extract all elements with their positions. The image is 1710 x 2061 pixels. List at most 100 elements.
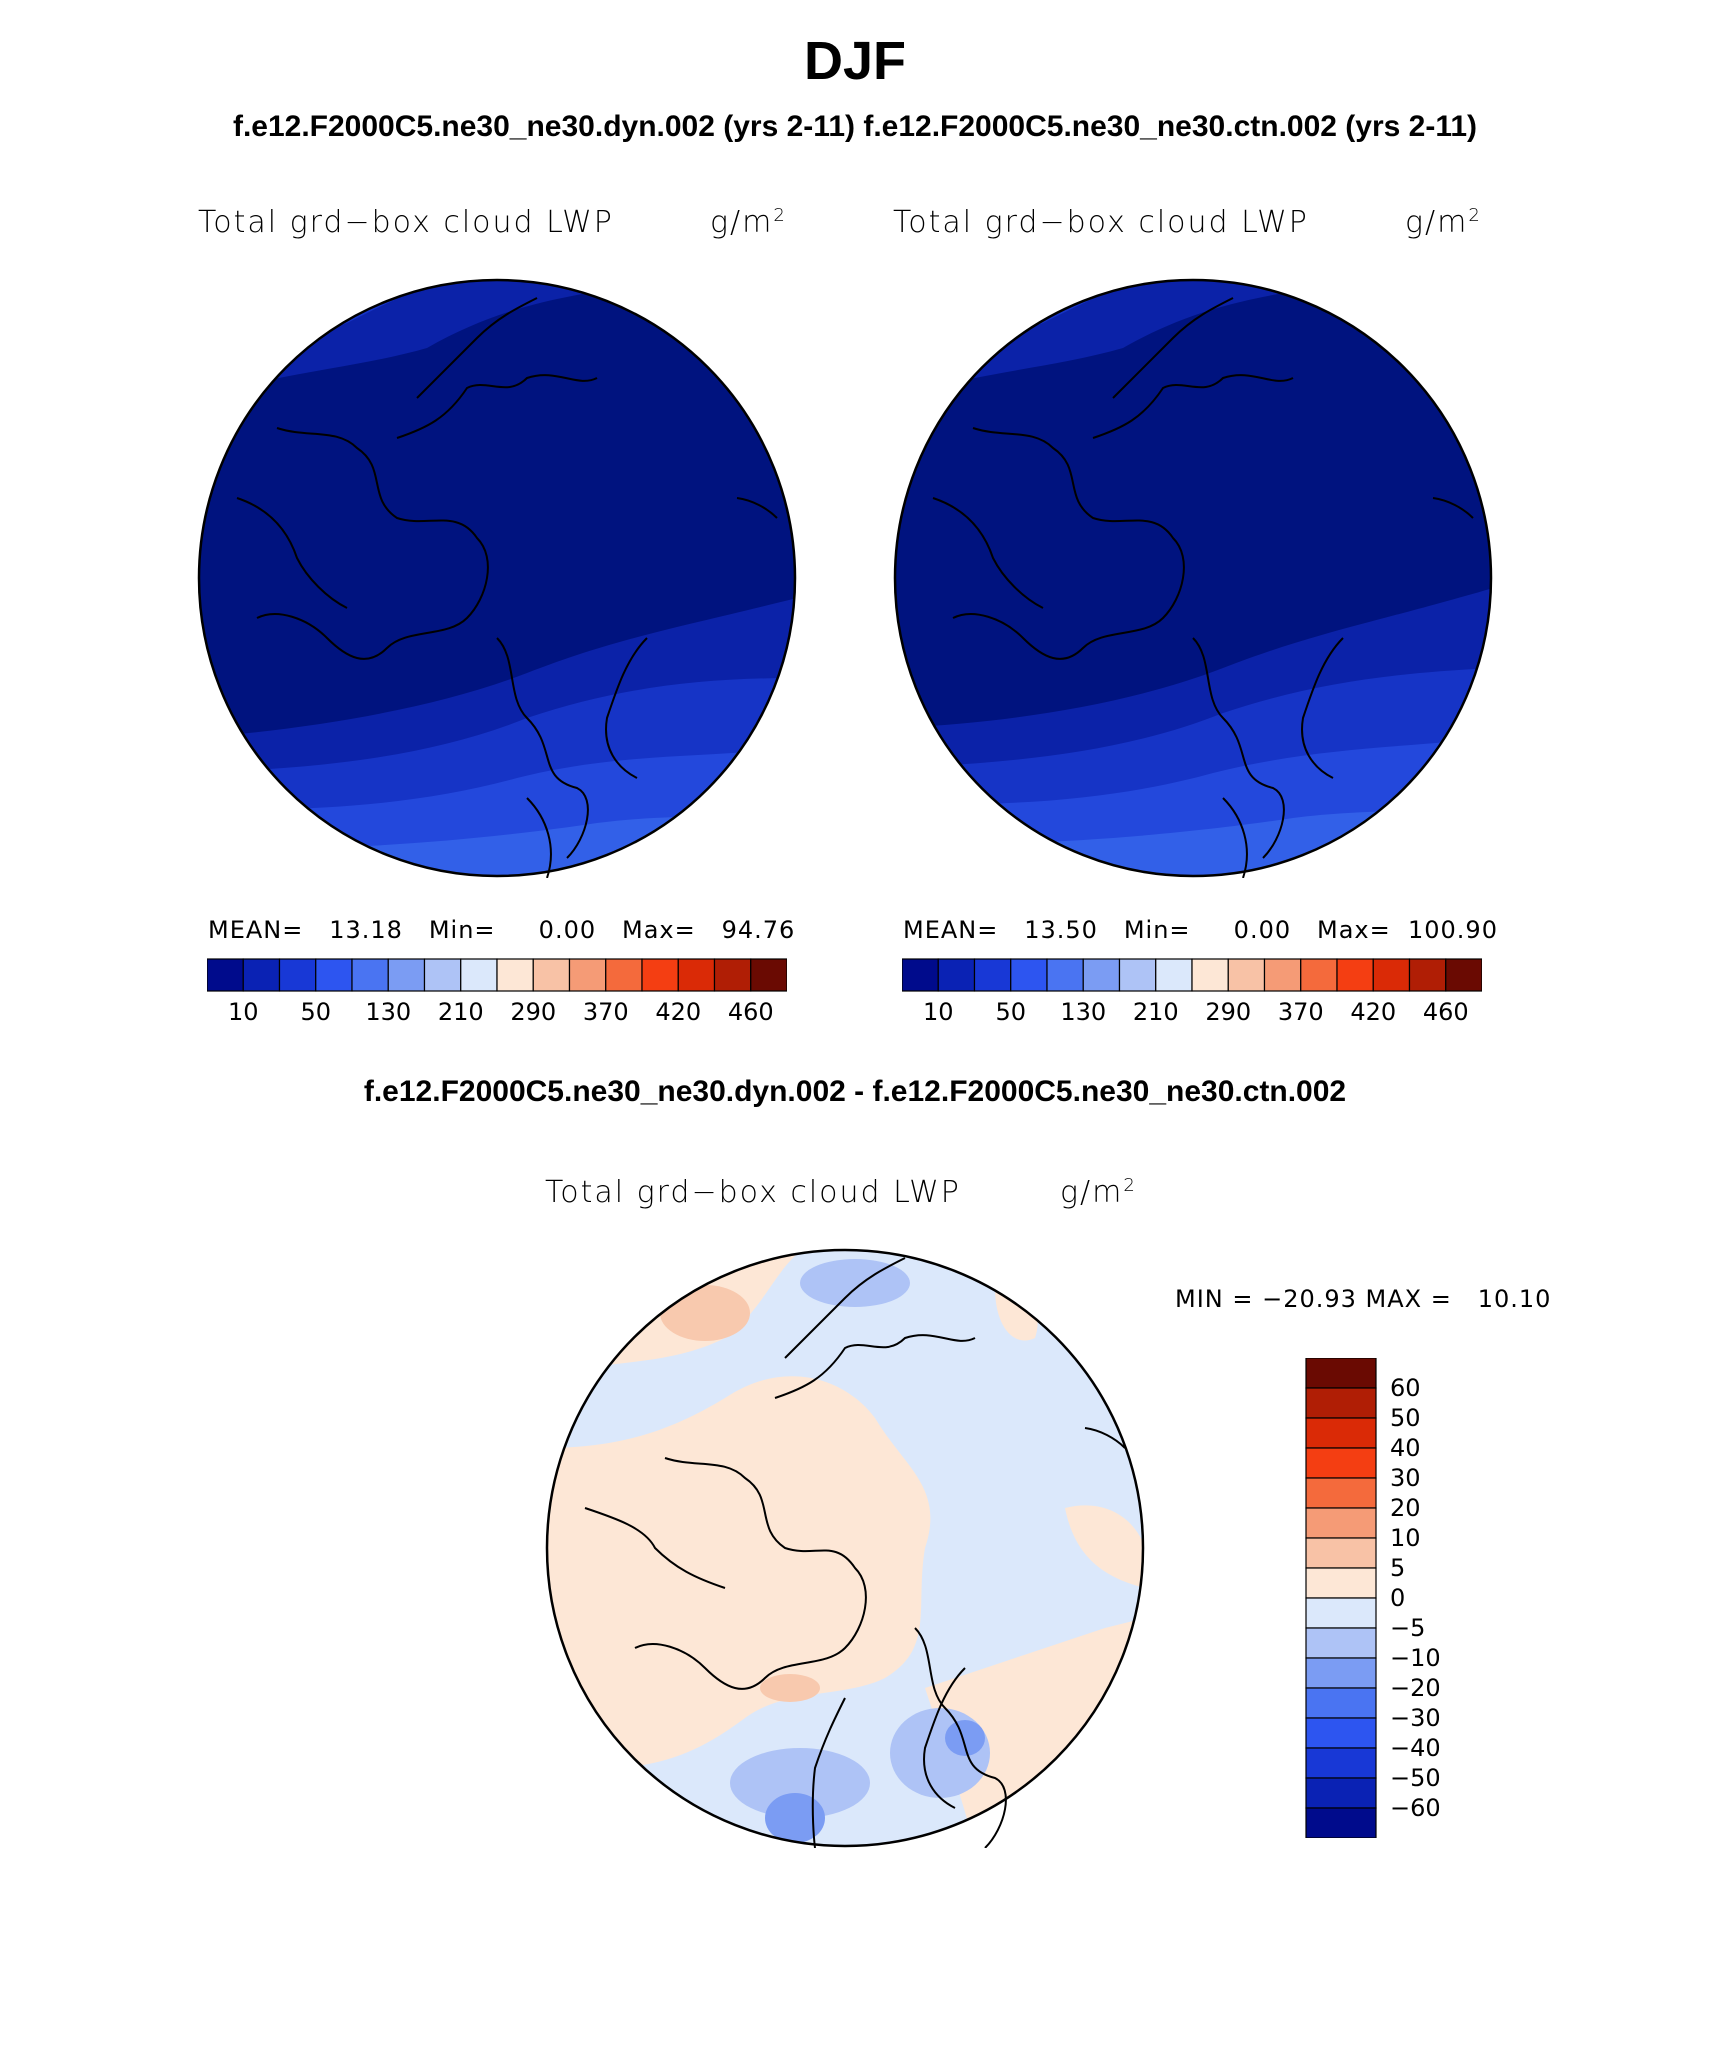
colorbar-tick-label: 210: [1132, 998, 1179, 1026]
colorbar-tick-label: 130: [365, 998, 412, 1026]
colorbar-swatch: [1305, 1627, 1377, 1659]
colorbar-tick-label: 290: [1205, 998, 1252, 1026]
colorbar-tick-label: 10: [922, 998, 954, 1026]
colorbar-swatch: [1305, 1477, 1377, 1509]
colorbar-tick-label: 460: [727, 998, 774, 1026]
colorbar-tick-label: 10: [227, 998, 259, 1026]
panel2-variable-title: Total grd−box cloud LWP: [893, 205, 1309, 240]
coastlines: [584, 1257, 1126, 1848]
colorbar-swatch: [1305, 1537, 1377, 1569]
colorbar-swatch: [641, 958, 679, 992]
map-positive-region: [1065, 1505, 1143, 1588]
coastlines: [236, 297, 778, 878]
colorbar-swatch: [937, 958, 976, 992]
colorbar-tick-label: −60: [1390, 1794, 1441, 1822]
colorbar-swatch: [1372, 958, 1411, 992]
colorbar-tick-label: 50: [995, 998, 1027, 1026]
colorbar-swatch: [1305, 1358, 1377, 1389]
colorbar-swatch: [460, 958, 498, 992]
map-positive-region: [760, 1674, 820, 1702]
colorbar-swatch: [1191, 958, 1229, 992]
colorbar-panel2: [902, 958, 1482, 992]
colorbar-tick-label: 30: [1390, 1464, 1421, 1492]
colorbar-tick-label: 50: [1390, 1404, 1421, 1432]
colorbar-swatch: [1445, 958, 1482, 992]
colorbar-tick-label: −20: [1390, 1674, 1441, 1702]
colorbar-swatch: [1305, 1807, 1377, 1838]
map-negative-region: [800, 1259, 910, 1307]
colorbar-swatch: [351, 958, 389, 992]
colorbar-tick-label: 420: [655, 998, 702, 1026]
colorbar-swatch: [1336, 958, 1374, 992]
panel2-units: g/m2: [1405, 205, 1482, 240]
colorbar-tick-label: 5: [1390, 1554, 1406, 1582]
colorbar-tick-label: 370: [582, 998, 629, 1026]
difference-title: f.e12.F2000C5.ne30_ne30.dyn.002 - f.e12.…: [363, 1075, 1347, 1108]
case-titles: f.e12.F2000C5.ne30_ne30.dyn.002 (yrs 2-1…: [232, 110, 1478, 143]
panel1-units: g/m2: [710, 205, 787, 240]
colorbar-tick-label: 10: [1390, 1524, 1421, 1552]
panel1-variable-title: Total grd−box cloud LWP: [198, 205, 614, 240]
colorbar-swatch: [1408, 958, 1447, 992]
colorbar-tick-label: 420: [1350, 998, 1397, 1026]
diff-variable-title: Total grd−box cloud LWP: [545, 1175, 961, 1210]
colorbar-swatch: [605, 958, 643, 992]
colorbar-swatch: [1305, 1687, 1377, 1719]
map-negative-region: [765, 1793, 825, 1843]
coastlines: [932, 297, 1474, 878]
panel1-stats: MEAN= 13.18 Min= 0.00 Max= 94.76: [208, 916, 796, 944]
colorbar-swatch: [1305, 1417, 1377, 1449]
colorbar-tick-label: −40: [1390, 1734, 1441, 1762]
colorbar-swatch: [1305, 1657, 1377, 1689]
colorbar-swatch: [973, 958, 1012, 992]
colorbar-swatch: [902, 958, 939, 992]
map-positive-region: [660, 1285, 750, 1341]
colorbar-tick-label: 290: [510, 998, 557, 1026]
colorbar-tick-label: −5: [1390, 1614, 1426, 1642]
colorbar-swatch: [677, 958, 716, 992]
colorbar-panel1: [207, 958, 787, 992]
colorbar-swatch: [278, 958, 317, 992]
diff-stats: MIN = −20.93 MAX = 10.10: [1175, 1285, 1552, 1313]
colorbar-swatch: [1263, 958, 1302, 992]
colorbar-swatch: [1305, 1747, 1377, 1779]
colorbar-swatch: [242, 958, 281, 992]
colorbar-tick-label: 50: [300, 998, 332, 1026]
map-negative-region: [730, 1748, 870, 1818]
colorbar-swatch: [1305, 1777, 1377, 1809]
colorbar-swatch: [1305, 1387, 1377, 1419]
colorbar-panel2-labels: 10 50 130 210 290 370 420 460: [902, 998, 1482, 1028]
colorbar-tick-label: −50: [1390, 1764, 1441, 1792]
colorbar-swatch: [532, 958, 571, 992]
map-positive-region: [547, 1376, 931, 1768]
colorbar-swatch: [1305, 1597, 1377, 1629]
colorbar-swatch: [1155, 958, 1193, 992]
colorbar-panel1-labels: 10 50 130 210 290 370 420 460: [207, 998, 787, 1028]
colorbar-swatch: [1118, 958, 1157, 992]
colorbar-swatch: [1305, 1507, 1377, 1539]
polar-map-ctn: [893, 278, 1493, 878]
colorbar-swatch: [207, 958, 244, 992]
colorbar-tick-label: 460: [1422, 998, 1469, 1026]
colorbar-tick-label: 370: [1277, 998, 1324, 1026]
colorbar-swatch: [387, 958, 426, 992]
colorbar-tick-label: −10: [1390, 1644, 1441, 1672]
colorbar-difference-labels: 60 50 40 30 20 10 5 0 −5 −10 −20 −30 −40 −50 −60: [1390, 1358, 1510, 1838]
colorbar-tick-label: 40: [1390, 1434, 1421, 1462]
colorbar-swatch: [1227, 958, 1266, 992]
colorbar-tick-label: 60: [1390, 1374, 1421, 1402]
colorbar-tick-label: −30: [1390, 1704, 1441, 1732]
colorbar-swatch: [713, 958, 752, 992]
panel2-stats: MEAN= 13.50 Min= 0.00 Max= 100.90: [903, 916, 1498, 944]
colorbar-swatch: [1305, 1447, 1377, 1479]
colorbar-swatch: [1305, 1717, 1377, 1749]
polar-map-difference: [545, 1248, 1145, 1848]
colorbar-swatch: [1305, 1567, 1377, 1599]
colorbar-tick-label: 130: [1060, 998, 1107, 1026]
colorbar-swatch: [315, 958, 353, 992]
polar-map-dyn: [197, 278, 797, 878]
map-negative-region: [945, 1720, 985, 1756]
diff-units: g/m2: [1060, 1175, 1137, 1210]
colorbar-swatch: [568, 958, 607, 992]
colorbar-difference: [1305, 1358, 1377, 1838]
